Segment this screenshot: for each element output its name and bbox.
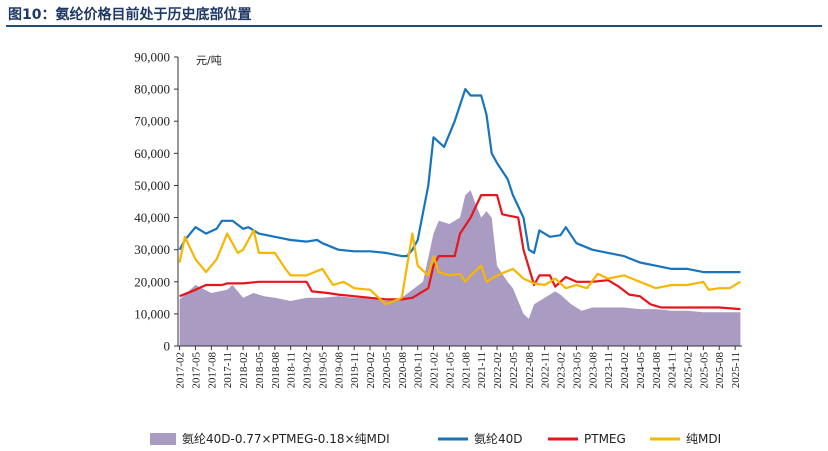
x-tick-label: 2017-05 — [190, 352, 202, 389]
x-tick-label: 2020-11 — [413, 352, 425, 388]
x-tick-label: 2024-02 — [619, 352, 631, 389]
y-tick-label: 40,000 — [134, 210, 170, 225]
x-tick-label: 2025-02 — [683, 352, 695, 389]
area-layer — [179, 190, 741, 346]
title-underline — [6, 25, 822, 27]
y-tick-label: 20,000 — [134, 274, 170, 289]
x-tick-label: 2020-05 — [381, 352, 393, 389]
y-tick-label: 0 — [164, 339, 171, 354]
x-tick-label: 2024-08 — [651, 352, 663, 389]
y-tick-label: 60,000 — [134, 146, 170, 161]
legend-swatch — [150, 433, 176, 445]
x-tick-label: 2022-05 — [508, 352, 520, 389]
legend-label: 氨纶40D — [474, 432, 523, 446]
x-tick-label: 2023-05 — [571, 352, 583, 389]
x-tick-label: 2024-11 — [667, 352, 679, 388]
x-tick-label: 2018-05 — [254, 352, 266, 389]
x-tick-label: 2024-05 — [635, 352, 647, 389]
y-tick-label: 50,000 — [134, 178, 170, 193]
x-tick-label: 2020-08 — [397, 352, 409, 389]
y-tick-label: 70,000 — [134, 114, 170, 129]
x-tick-label: 2019-02 — [302, 352, 314, 389]
x-tick-label: 2023-11 — [603, 352, 615, 388]
x-tick-label: 2021-11 — [476, 352, 488, 388]
y-tick-label: 80,000 — [134, 82, 170, 97]
x-tick-label: 2025-08 — [714, 352, 726, 389]
axis-layer: 0 10,000 20,000 30,000 40,000 50,000 60,000 70,… — [134, 50, 742, 389]
x-tick-label: 2022-11 — [540, 352, 552, 388]
x-tick-label: 2018-02 — [238, 352, 250, 389]
x-tick-label: 2019-11 — [349, 352, 361, 388]
x-tick-label: 2025-11 — [730, 352, 742, 388]
x-tick-label: 2019-08 — [333, 352, 345, 389]
y-tick-label: 90,000 — [134, 50, 170, 65]
series-line-3 — [178, 229, 741, 306]
x-tick-label: 2017-08 — [206, 352, 218, 389]
x-tick-label: 2021-02 — [429, 352, 441, 389]
y-unit-label: 元/吨 — [196, 54, 222, 67]
x-tick-label: 2022-08 — [524, 352, 536, 389]
x-tick-label: 2021-05 — [444, 352, 456, 389]
x-tick-label: 2021-08 — [460, 352, 472, 389]
legend-label: PTMEG — [584, 432, 626, 446]
x-tick-label: 2019-05 — [317, 352, 329, 389]
series-area-0 — [179, 190, 741, 346]
x-tick-label: 2018-11 — [286, 352, 298, 388]
legend-label: 纯MDI — [686, 432, 721, 446]
series-line-2 — [179, 194, 741, 311]
legend: 氨纶40D-0.77×PTMEG-0.18×纯MDI 氨纶40D PTMEG 纯MDI — [150, 432, 721, 446]
y-tick-label: 30,000 — [134, 242, 170, 257]
x-tick-label: 2022-02 — [492, 352, 504, 389]
x-tick-label: 2020-02 — [365, 352, 377, 389]
x-tick-label: 2018-08 — [270, 352, 282, 389]
legend-label: 氨纶40D-0.77×PTMEG-0.18×纯MDI — [182, 432, 390, 446]
x-tick-label: 2023-08 — [587, 352, 599, 389]
y-tick-label: 10,000 — [134, 306, 170, 321]
figure-title: 图10：氨纶价格目前处于历史底部位置 — [8, 7, 252, 23]
series-line-1 — [178, 88, 741, 274]
x-tick-label: 2025-05 — [698, 352, 710, 389]
x-tick-label: 2017-02 — [175, 352, 187, 389]
line-layer — [178, 88, 741, 311]
x-tick-label: 2017-11 — [222, 352, 234, 388]
x-tick-label: 2023-02 — [556, 352, 568, 389]
